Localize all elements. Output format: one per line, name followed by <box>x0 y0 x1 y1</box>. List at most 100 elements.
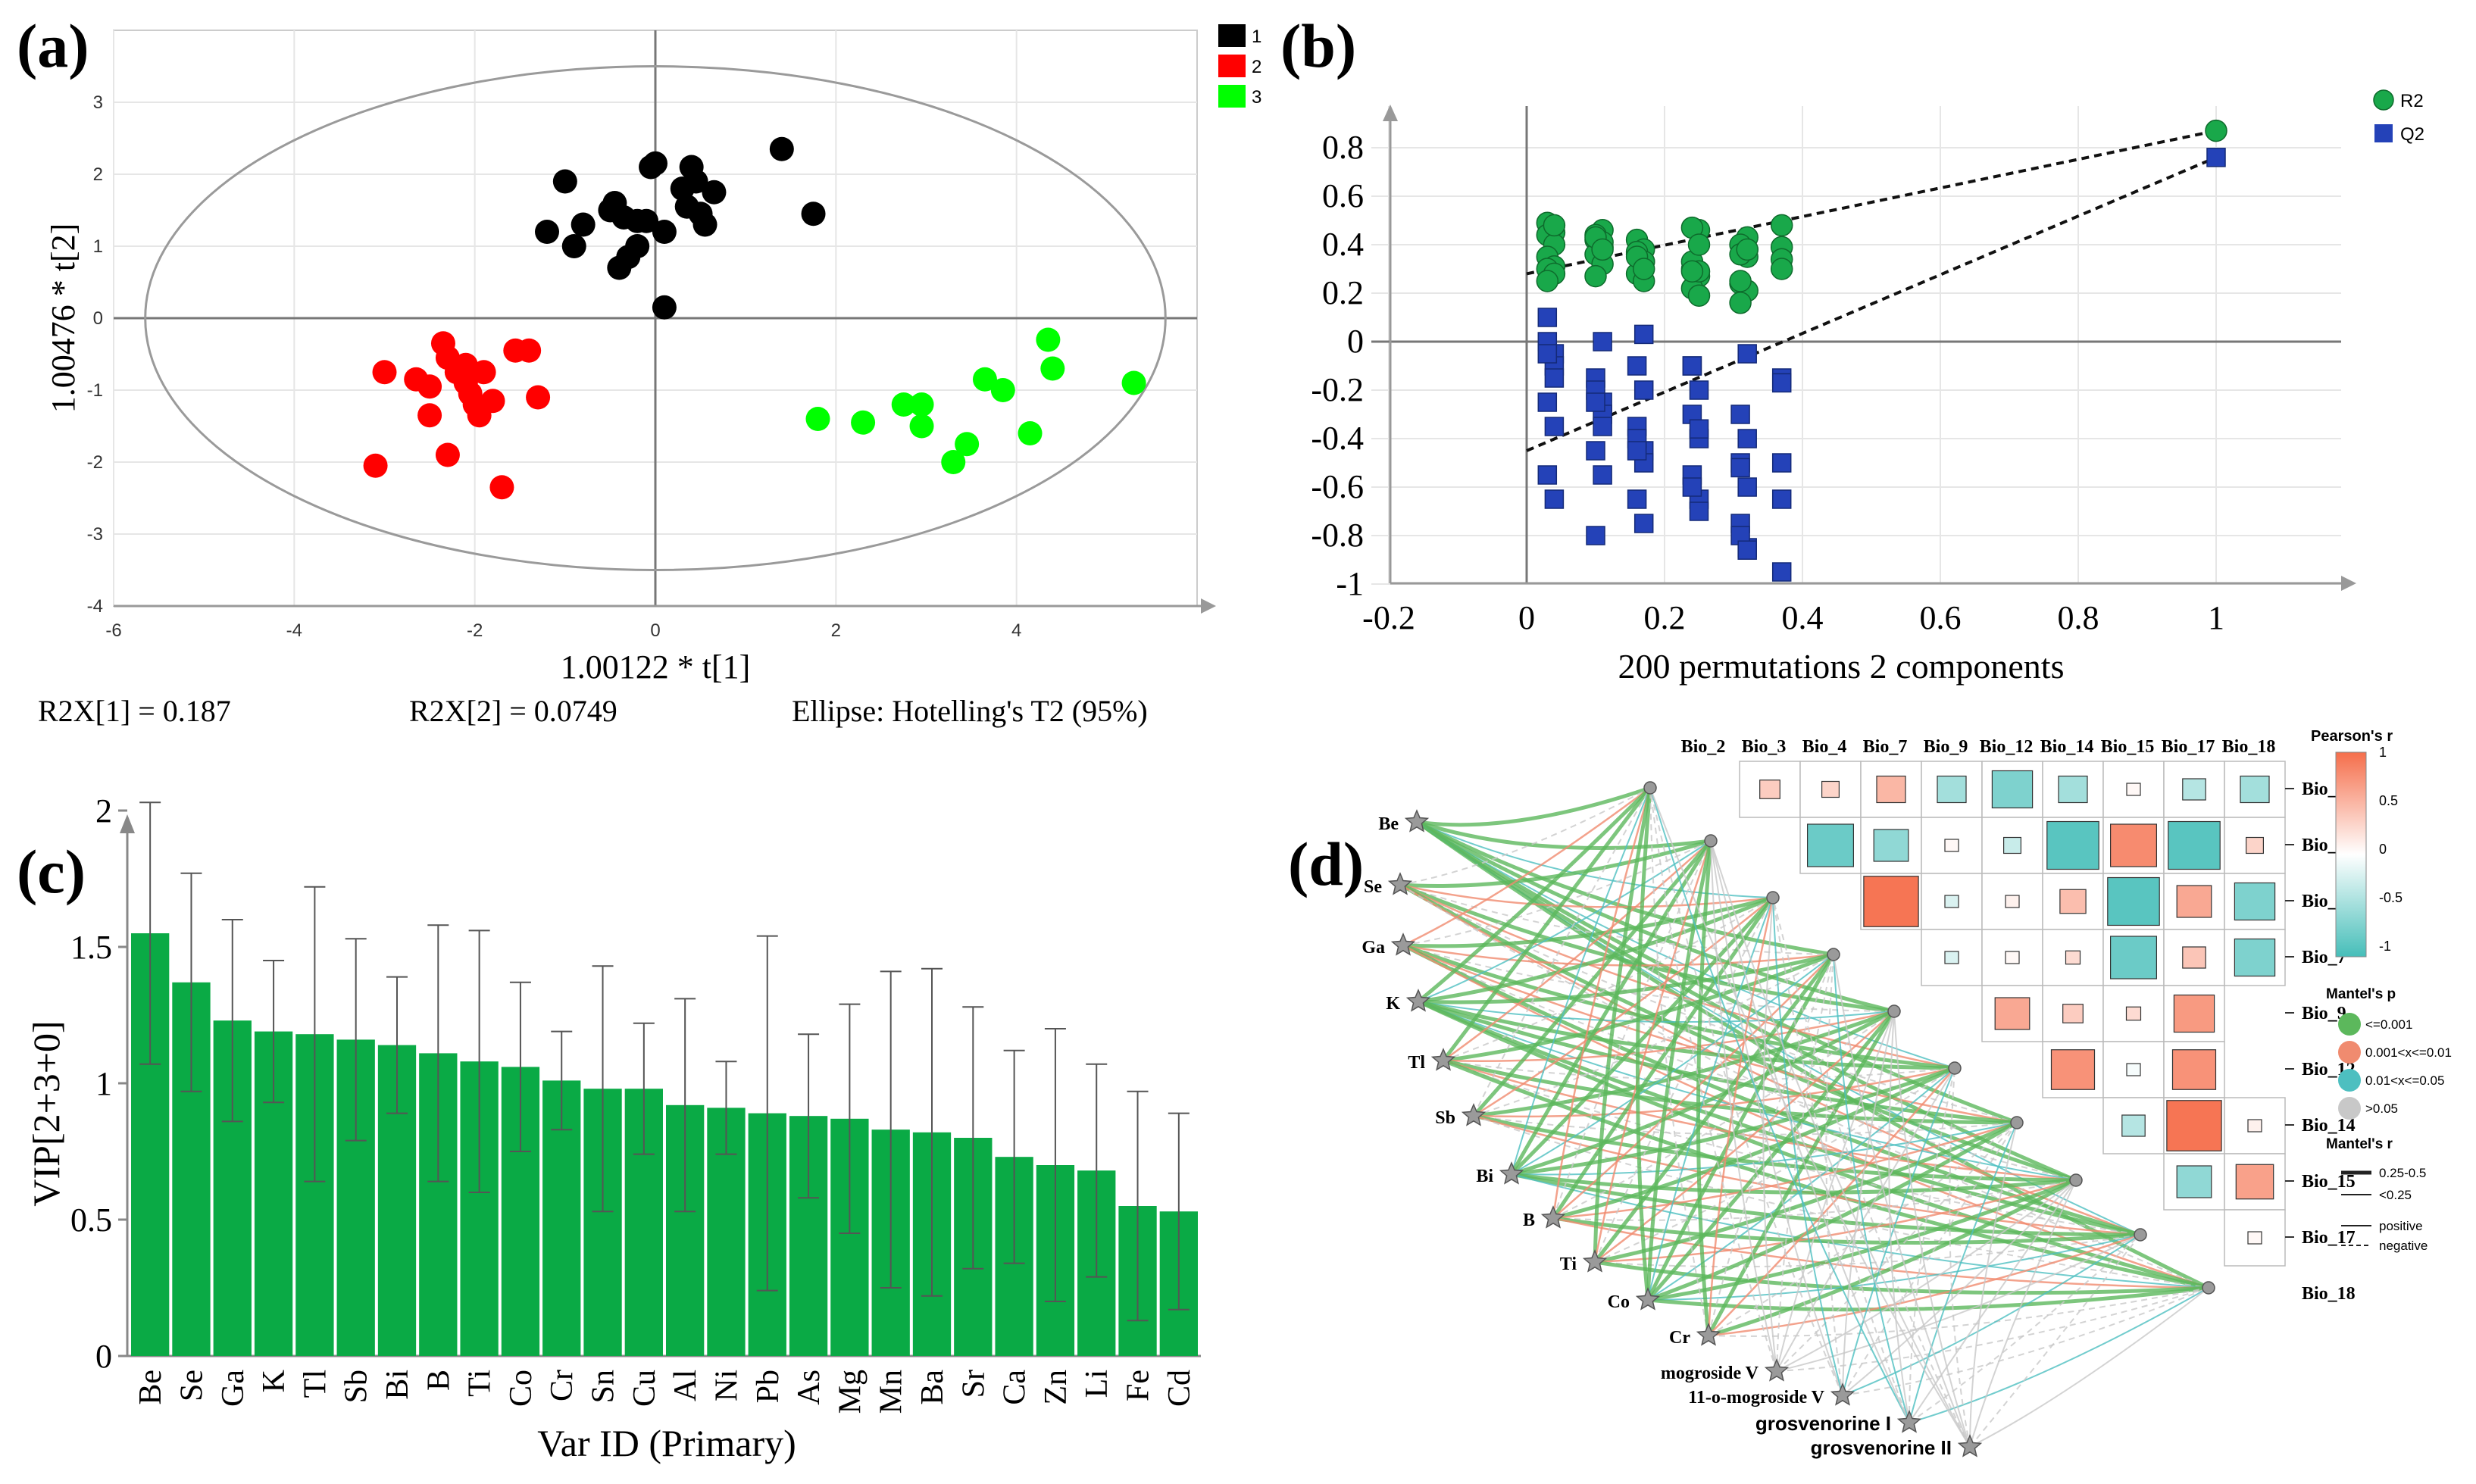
panel-d-cell-square <box>2247 1119 2262 1133</box>
panel-c-xtick-label: Li <box>1080 1370 1115 1398</box>
panel-d-cell-square <box>1759 779 1780 799</box>
panel-d-linetype-label: positive <box>2379 1219 2423 1233</box>
panel-d-bio-node <box>1948 1061 1962 1075</box>
panel-d-factor-star-icon <box>1404 809 1430 833</box>
panel-d-mantel-link <box>1776 1179 2077 1372</box>
panel-d-factor-label: mogroside V <box>1661 1364 1759 1383</box>
panel-b-grid <box>1371 106 2341 585</box>
panel-d-cell-square <box>2182 946 2206 969</box>
panel-d-col-label: Bio_3 <box>1742 737 1787 757</box>
panel-d-cell-square <box>2046 820 2099 870</box>
panel-a-point-group-1 <box>652 295 677 320</box>
panel-a-point-group-2 <box>417 403 442 428</box>
panel-a-point-group-1 <box>769 136 794 161</box>
panel-d-mantel-link <box>1842 1011 1895 1396</box>
panel-d-colorbar-tick: 0 <box>2379 842 2387 857</box>
panel-c-ytick-label: 2 <box>95 792 112 829</box>
panel-d-factor-label: 11-o-mogroside V <box>1688 1388 1824 1407</box>
panel-d-colorbar-tick: -1 <box>2379 939 2391 954</box>
panel-a-legend: 1 2 3 <box>1218 24 1261 108</box>
panel-d-cell-square <box>2171 1049 2217 1090</box>
panel-b-point-Q2 <box>1682 356 1702 376</box>
panel-a-point-group-3 <box>851 410 876 435</box>
panel-c-xtick-label: Sb <box>339 1370 374 1403</box>
panel-c-xtick-label: Ba <box>915 1370 950 1405</box>
panel-c-label: (c) <box>17 837 86 906</box>
panel-d-mantel-link <box>1473 1114 2141 1236</box>
panel-d-cell-square <box>2059 889 2087 914</box>
panel-d-mantel-link <box>1399 787 1651 886</box>
panel-d-mantel-link <box>1772 897 1971 1448</box>
panel-b-ytick-label: -0.8 <box>1311 517 1364 554</box>
panel-c-xtick-label: Sn <box>586 1370 621 1403</box>
panel-d-correlation-heatmap: Bio_2 Bio_3 Bio_4 Bio_7 Bio_9 Bio_12 Bio_14 Bio… <box>1681 737 2356 1304</box>
panel-d-mantel-link <box>1594 897 1774 1263</box>
panel-a-legend-label: 1 <box>1252 27 1261 47</box>
panel-d-factor-label: Be <box>1378 814 1399 834</box>
panel-d-cell-square <box>2176 885 2212 918</box>
panel-d-factor-label: Ga <box>1361 938 1385 958</box>
panel-d-mantel-link <box>1649 787 1910 1423</box>
panel-a-r2x1: R2X[1] = 0.187 <box>38 694 231 728</box>
panel-b-point-Q2 <box>1544 368 1565 388</box>
panel-b-point-Q2 <box>1682 477 1702 497</box>
panel-d-col-label: Bio_7 <box>1863 737 1908 757</box>
panel-a-point-group-1 <box>692 212 717 237</box>
panel-a-legend-label: 2 <box>1252 57 1261 77</box>
panel-d-mantel-link <box>1443 1010 1895 1062</box>
panel-d-mantel-links <box>1399 786 2210 1448</box>
panel-d-mantel-link <box>1416 786 1651 827</box>
panel-b-point-Q2 <box>1593 465 1612 485</box>
panel-d-mantel-link <box>1510 896 1774 1176</box>
panel-d-mantel-p-label: >0.05 <box>2365 1101 2398 1116</box>
panel-b-point-Q2 <box>1730 405 1750 424</box>
panel-d-mantel-link <box>1696 840 1713 1336</box>
panel-d-col-label: Bio_4 <box>1802 737 1847 757</box>
panel-d-factor-star-icon <box>1430 1048 1456 1071</box>
panel-c-xtick-label: K <box>257 1370 292 1392</box>
panel-d-mantel-link <box>1552 1179 2077 1221</box>
panel-d-mantel-link <box>1594 1260 2209 1295</box>
panel-a-ytick-label: 2 <box>93 164 103 185</box>
panel-d-col-label: Bio_9 <box>1924 737 1968 757</box>
panel-b-point-Q2 <box>1537 308 1558 327</box>
panel-a-point-group-2 <box>372 360 397 385</box>
panel-b-point-Q2 <box>1771 453 1792 473</box>
panel-d-mantel-link <box>1443 1058 2209 1290</box>
panel-a-ytick-label: -3 <box>87 524 103 545</box>
panel-d-factor-star-icon <box>1540 1205 1566 1229</box>
panel-a-points <box>363 136 1146 500</box>
panel-c-ytick-label: 1 <box>95 1065 112 1102</box>
panel-a-ytick-label: 3 <box>93 92 103 113</box>
panel-b-regression-Q2 <box>1526 155 2217 452</box>
panel-b-point-R2 <box>1770 214 1793 237</box>
panel-d-mantel-p-swatch <box>2338 1013 2361 1036</box>
panel-c-xtick-label: Fe <box>1121 1370 1156 1401</box>
panel-b-point-Q2 <box>1544 417 1565 436</box>
panel-b-point-R2 <box>1591 238 1614 261</box>
panel-d-mantel-p-swatch <box>2338 1097 2361 1120</box>
panel-d-factor-label: grosvenorine I <box>1755 1412 1891 1435</box>
panel-d-mantel-link <box>1552 954 1834 1219</box>
panel-d-cell-square <box>2235 1164 2274 1200</box>
panel-b-permutation-plot: -0.2 0 0.2 0.4 0.6 0.8 1 0.8 0.6 0.4 0.2 0 -0.2 -0.4 -… <box>1311 89 2424 686</box>
panel-b-point-Q2 <box>1771 373 1792 393</box>
panel-a-point-group-1 <box>535 220 559 244</box>
panel-d-mantel-link <box>1594 1067 1955 1263</box>
panel-d-mantel-link <box>1888 1011 1910 1423</box>
panel-a-point-group-1 <box>683 169 708 194</box>
panel-b-legend-label: R2 <box>2400 91 2424 111</box>
panel-d-mantel-link <box>1511 954 1834 1175</box>
panel-d-cell-square <box>2121 1114 2146 1137</box>
panel-d-mantel-link <box>1776 1011 1895 1372</box>
panel-d-mantel-link <box>1649 787 1971 1448</box>
panel-a-point-group-1 <box>607 255 632 280</box>
panel-b-point-Q2 <box>1593 417 1612 436</box>
panel-b-xtick-label: 1 <box>2208 599 2224 636</box>
panel-b-legend-label: Q2 <box>2400 124 2424 145</box>
panel-d-mantel-link <box>1833 954 1971 1448</box>
panel-d-row-label: Bio_17 <box>2302 1228 2356 1248</box>
panel-d-colorbar-tick: 1 <box>2379 745 2387 760</box>
panel-d-mantel-link <box>1443 1058 2018 1125</box>
panel-b-points <box>1536 119 2227 582</box>
